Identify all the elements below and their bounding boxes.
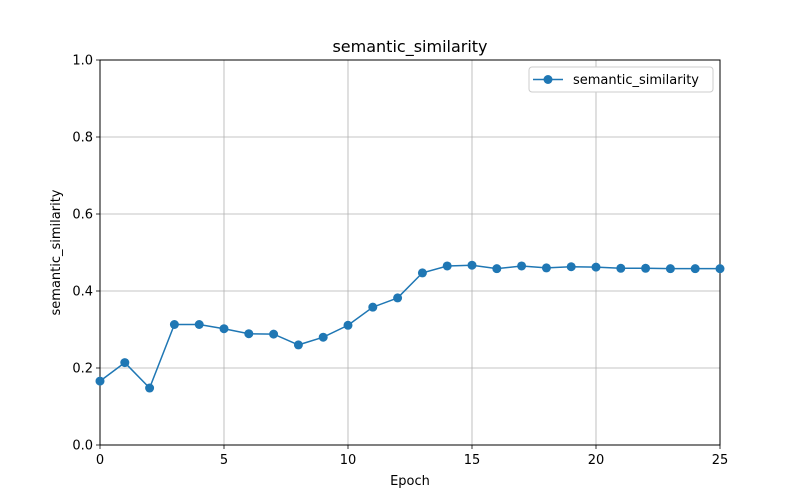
x-tick-label: 0	[96, 453, 104, 468]
x-tick-label: 5	[220, 453, 228, 468]
x-axis: 0 5 10 15 20 25	[96, 445, 728, 468]
series-area	[95, 260, 725, 393]
series-line	[99, 264, 720, 390]
legend: semantic_similarity	[528, 66, 714, 93]
x-tick-label: 20	[588, 453, 605, 468]
data-point	[417, 268, 427, 278]
data-point	[95, 376, 105, 386]
data-point	[641, 263, 651, 273]
plot-frame	[99, 59, 721, 446]
y-tick-label: 0.6	[72, 208, 93, 223]
y-tick-label: 0.4	[72, 285, 93, 300]
data-point	[690, 264, 700, 274]
x-tick-label: 15	[464, 453, 481, 468]
data-point	[715, 264, 725, 274]
data-point	[591, 262, 601, 272]
data-point	[665, 264, 675, 274]
data-point	[467, 260, 477, 270]
data-point	[442, 261, 452, 271]
legend-box	[528, 66, 714, 93]
x-tick-label: 25	[712, 453, 729, 468]
data-point	[368, 302, 378, 312]
y-axis: 0.0 0.2 0.4 0.6 0.8 1.0	[72, 54, 100, 454]
chart-title: semantic_similarity	[332, 37, 487, 57]
x-tick-label: 10	[340, 453, 357, 468]
data-point	[194, 319, 204, 329]
legend-label: semantic_similarity	[573, 73, 699, 88]
data-point	[616, 263, 626, 273]
data-point	[244, 329, 254, 339]
y-tick-label: 0.2	[72, 362, 93, 377]
data-point	[492, 264, 502, 274]
legend-marker	[543, 75, 553, 84]
data-point	[120, 358, 130, 368]
data-point	[169, 319, 179, 329]
data-point	[145, 383, 155, 393]
y-tick-label: 1.0	[72, 54, 93, 69]
data-point	[566, 262, 576, 272]
y-tick-label: 0.8	[72, 131, 93, 146]
data-point	[293, 340, 303, 350]
y-axis-label: semantic_similarity	[49, 189, 64, 315]
x-axis-label: Epoch	[390, 474, 430, 489]
data-point	[318, 332, 328, 342]
data-point	[541, 263, 551, 273]
y-tick-label: 0.0	[72, 439, 93, 454]
data-point	[393, 293, 403, 303]
data-point	[269, 329, 279, 339]
data-point	[343, 320, 353, 330]
grid	[99, 59, 721, 446]
data-point	[219, 324, 229, 334]
data-point	[517, 261, 527, 271]
